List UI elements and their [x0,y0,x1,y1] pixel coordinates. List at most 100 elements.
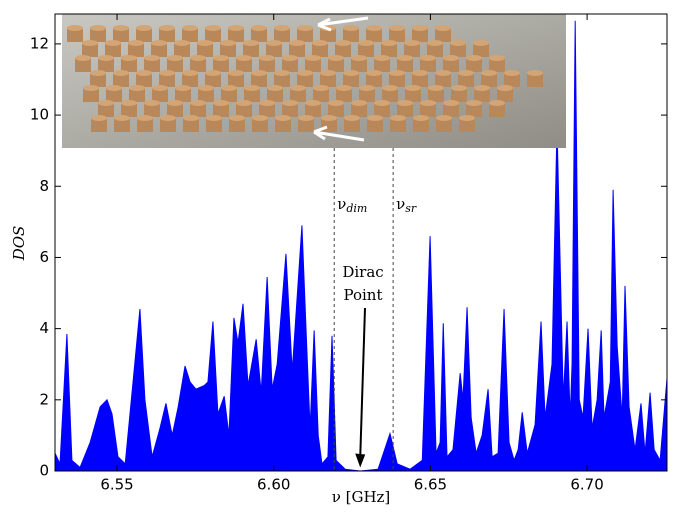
cylinder [174,43,190,57]
cylinder [221,88,237,102]
cylinder [90,73,106,87]
cylinder [90,28,106,42]
cylinder-top [351,100,367,106]
cylinder [183,118,199,132]
cylinder-top [290,85,306,91]
cylinder [389,73,405,87]
cylinder-top [390,115,406,121]
cylinder [328,58,344,72]
cylinder-top [343,25,359,31]
cylinder [305,103,321,117]
cylinder-top [459,115,475,121]
cylinder [489,58,505,72]
cylinder [190,103,206,117]
cylinder-top [412,70,428,76]
cylinder-top [113,25,129,31]
cylinder-top [397,55,413,61]
cylinder-top [160,115,176,121]
cylinder [451,88,467,102]
cylinder [312,43,328,57]
cylinder-top [489,100,505,106]
cylinder [397,103,413,117]
cylinder [105,43,121,57]
cylinder [159,28,175,42]
marker-subscript: sr [405,202,417,215]
cylinder-top [305,100,321,106]
cylinder [144,58,160,72]
cylinder-top [435,25,451,31]
cylinder-top [344,115,360,121]
cylinder-top [244,85,260,91]
cylinder-top [366,70,382,76]
cylinder [404,43,420,57]
cylinder-top [374,55,390,61]
cylinder-top [220,40,236,46]
cylinder [137,118,153,132]
cylinder-top [205,70,221,76]
annotation-arrow [359,307,366,458]
cylinder [275,118,291,132]
cylinder-top [121,100,137,106]
cylinder-top [297,25,313,31]
cylinder-top [282,55,298,61]
cylinder-top [167,100,183,106]
cylinder-top [481,70,497,76]
cylinder [405,88,421,102]
dos-area [54,20,668,472]
cylinder-top [259,100,275,106]
y-tick-label: 10 [30,106,49,124]
cylinder-top [182,25,198,31]
cylinder [382,88,398,102]
cylinder [436,118,452,132]
cylinder [251,73,267,87]
cylinder-top [473,40,489,46]
cylinder-top [381,40,397,46]
cylinder-top [328,100,344,106]
cylinder-top [382,85,398,91]
cylinder [289,43,305,57]
annotation-text: Point [343,286,382,304]
cylinder-top [221,85,237,91]
cylinder [450,43,466,57]
cylinder-top [259,55,275,61]
cylinder-top [297,70,313,76]
cylinder-top [229,115,245,121]
cylinder [343,28,359,42]
cylinder-top [252,115,268,121]
y-tick-label: 6 [39,248,49,266]
cylinder-top [321,115,337,121]
plot-area [54,20,668,472]
cylinder [229,118,245,132]
cylinder [213,103,229,117]
cylinder [381,43,397,57]
cylinder-top [114,115,130,121]
cylinder [527,73,543,87]
cylinder [228,28,244,42]
cylinder [320,73,336,87]
cylinder [412,28,428,42]
cylinder [413,118,429,132]
cylinder [114,118,130,132]
cylinder [113,28,129,42]
cylinder-top [144,55,160,61]
cylinder-top [359,85,375,91]
cylinder-top [121,55,137,61]
cylinder-top [435,70,451,76]
cylinder-top [144,100,160,106]
cylinder [236,58,252,72]
y-tick-label: 4 [39,319,49,337]
cylinder [151,43,167,57]
cylinder [351,103,367,117]
cylinder [343,73,359,87]
cylinder [182,28,198,42]
cylinder-top [113,70,129,76]
cylinder-top [274,70,290,76]
x-tick-label: 6.55 [100,476,133,494]
cylinder [366,28,382,42]
cylinder [374,103,390,117]
cylinder-top [75,55,91,61]
cylinder [244,88,260,102]
cylinder-top [412,25,428,31]
cylinder [297,28,313,42]
cylinder [243,43,259,57]
